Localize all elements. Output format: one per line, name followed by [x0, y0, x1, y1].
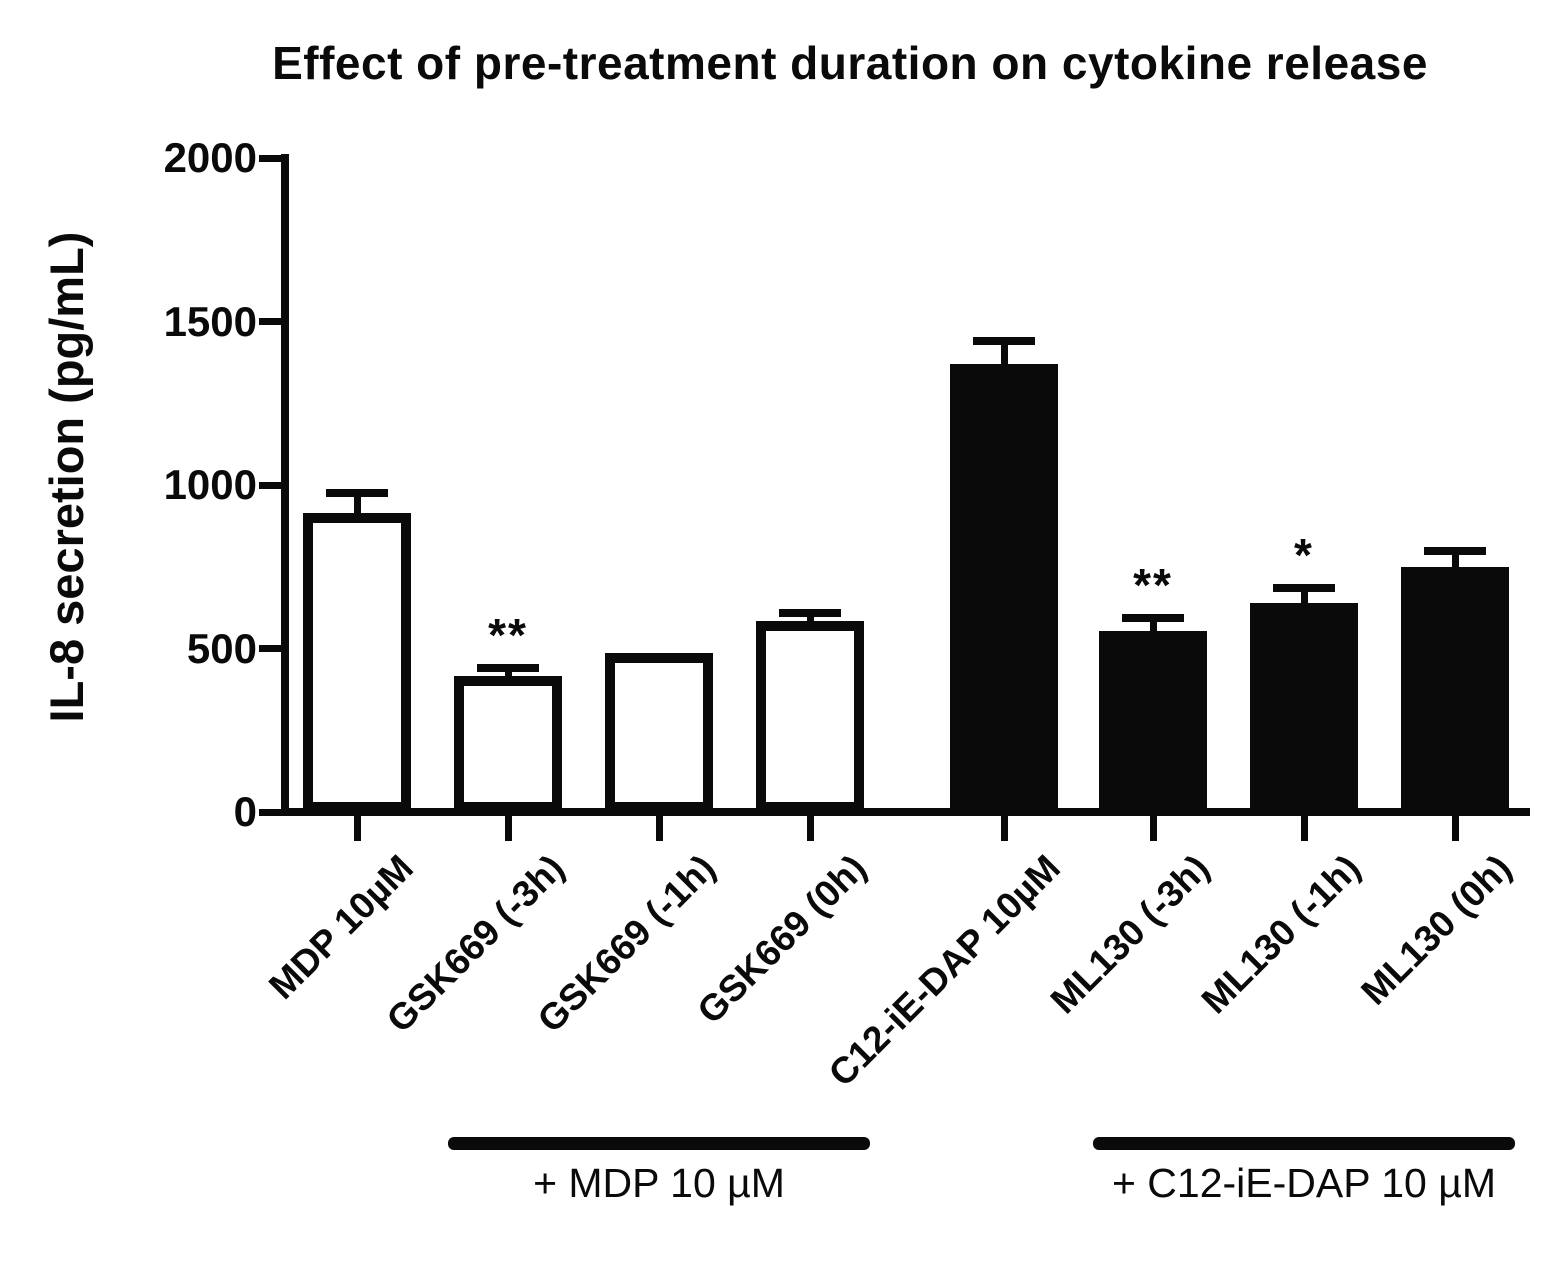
- error-bar-stem: [1001, 341, 1008, 370]
- x-axis-tick: [505, 816, 512, 841]
- error-bar-stem: [1301, 588, 1308, 609]
- group-underline: [1093, 1137, 1515, 1150]
- error-bar-cap: [326, 488, 388, 497]
- x-axis-tick: [807, 816, 814, 841]
- error-bar-stem: [1150, 618, 1157, 637]
- bar: [303, 512, 411, 812]
- bar: [605, 653, 713, 812]
- y-axis-line: [281, 154, 289, 816]
- error-bar-cap: [477, 664, 539, 673]
- error-bar-cap: [1424, 547, 1486, 556]
- y-tick-label: 0: [233, 788, 257, 835]
- bar: [950, 364, 1058, 812]
- error-bar-cap: [1122, 614, 1184, 623]
- y-tick-label: 2000: [163, 134, 257, 181]
- y-axis-tick: [259, 808, 281, 816]
- x-axis-tick: [1452, 816, 1459, 841]
- x-axis-line: [281, 808, 1530, 816]
- group-label: + C12-iE-DAP 10 µM: [1111, 1160, 1497, 1206]
- error-bar-cap: [1273, 584, 1335, 592]
- error-bar-cap: [779, 608, 841, 617]
- bar: [454, 676, 562, 812]
- group-underline: [448, 1137, 870, 1150]
- error-bar-stem: [1452, 551, 1459, 573]
- x-axis-tick: [354, 816, 361, 841]
- bar: [1250, 602, 1358, 812]
- x-axis-tick: [1150, 816, 1157, 841]
- significance-stars: **: [1133, 559, 1173, 612]
- y-axis-tick: [259, 318, 281, 325]
- significance-stars: **: [488, 609, 528, 662]
- y-axis-tick: [259, 645, 281, 652]
- bar: [756, 620, 864, 812]
- x-axis-tick: [1001, 816, 1008, 841]
- error-bar-stem: [807, 612, 814, 627]
- significance-stars: *: [1294, 529, 1314, 581]
- x-axis-tick: [656, 816, 663, 841]
- group-label: + MDP 10 µM: [533, 1160, 785, 1206]
- bar: [1099, 630, 1207, 812]
- y-axis-tick: [259, 154, 281, 162]
- error-bar-stem: [505, 668, 512, 683]
- y-tick-label: 1500: [163, 297, 257, 345]
- y-axis-tick: [259, 481, 281, 489]
- y-tick-label: 500: [186, 624, 257, 672]
- bar: [1401, 566, 1509, 812]
- error-bar-cap: [973, 337, 1035, 346]
- chart-title: Effect of pre-treatment duration on cyto…: [272, 37, 1428, 89]
- x-axis-tick: [1301, 816, 1308, 841]
- error-bar-stem: [354, 492, 361, 519]
- y-tick-label: 1000: [163, 461, 257, 508]
